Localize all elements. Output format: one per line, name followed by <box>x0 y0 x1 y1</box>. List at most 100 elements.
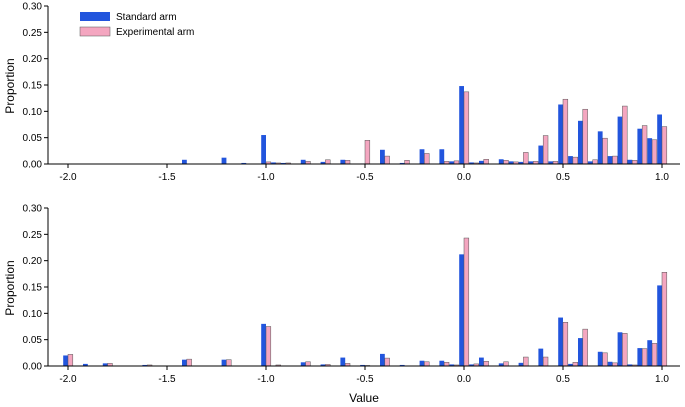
bar-experimental <box>364 140 371 165</box>
bar-experimental <box>226 359 232 367</box>
bar-experimental <box>572 156 578 165</box>
x-axis-title: Value <box>349 391 379 405</box>
bar-standard <box>261 323 266 366</box>
bar-experimental <box>424 153 430 165</box>
bar-experimental <box>463 91 470 165</box>
bar-standard <box>83 363 88 366</box>
legend-swatch-experimental <box>79 26 111 37</box>
bar-experimental <box>641 125 648 165</box>
bar-experimental <box>562 98 569 165</box>
x-tick-label: -1.0 <box>257 172 275 183</box>
bar-standard <box>320 161 326 164</box>
bar-standard <box>380 353 385 366</box>
bar-standard <box>469 364 474 366</box>
bar-experimental <box>592 159 598 165</box>
x-tick-label: -1.5 <box>158 172 176 183</box>
bar-experimental <box>305 361 311 367</box>
bar-standard <box>340 159 346 164</box>
bar-standard <box>360 364 365 366</box>
x-tick-label: -1.5 <box>158 374 176 385</box>
bar-experimental <box>463 237 470 367</box>
bar-standard <box>617 116 623 164</box>
bar-standard <box>548 161 554 164</box>
x-tick-label: 1.0 <box>655 374 669 385</box>
top-y-axis-title: Proportion <box>3 58 17 113</box>
top-bars <box>182 86 668 165</box>
bar-experimental <box>186 358 192 367</box>
bar-experimental <box>384 155 390 165</box>
legend-label-experimental: Experimental arm <box>116 27 194 38</box>
bar-standard <box>597 351 603 366</box>
bar-standard <box>399 364 405 366</box>
bar-standard <box>587 161 593 164</box>
bar-standard <box>380 149 385 164</box>
top-axes <box>44 5 680 168</box>
bar-standard <box>568 156 573 164</box>
top-x-tick-labels: -2.0 -1.5 -1.0 -0.5 0.0 0.5 1.0 <box>59 172 669 183</box>
bar-standard <box>607 156 613 164</box>
bar-standard <box>518 161 524 164</box>
bar-experimental <box>622 105 628 165</box>
x-tick-label: -0.5 <box>356 374 374 385</box>
bar-standard <box>597 131 603 164</box>
x-tick-label: -1.0 <box>257 374 275 385</box>
bar-experimental <box>483 361 489 367</box>
y-tick-label: 0.30 <box>23 2 43 13</box>
bar-standard <box>340 357 346 366</box>
bar-experimental <box>572 362 578 367</box>
y-tick-label: 0.10 <box>23 309 43 320</box>
bar-standard <box>657 114 662 164</box>
legend-swatch-standard <box>80 12 110 21</box>
bar-experimental <box>424 361 430 367</box>
bar-experimental <box>503 361 509 367</box>
bar-standard <box>221 359 227 366</box>
y-tick-label: 0.00 <box>23 362 43 373</box>
bar-experimental <box>542 135 549 165</box>
bar-standard <box>498 363 504 366</box>
y-tick-label: 0.30 <box>23 204 43 215</box>
y-tick-label: 0.25 <box>23 230 43 241</box>
x-tick-label: -0.5 <box>356 172 374 183</box>
bar-standard <box>449 364 455 366</box>
x-tick-label: 0.5 <box>556 172 570 183</box>
legend: Standard arm Experimental arm <box>79 12 194 38</box>
bar-experimental <box>325 159 331 165</box>
y-tick-label: 0.00 <box>23 160 43 171</box>
x-tick-label: 0.0 <box>457 374 471 385</box>
bar-standard <box>568 363 573 366</box>
y-tick-label: 0.05 <box>23 335 43 346</box>
bar-standard <box>241 162 247 164</box>
bar-experimental <box>542 356 549 367</box>
bar-experimental <box>651 343 658 367</box>
bottom-y-axis-title: Proportion <box>3 260 17 315</box>
y-tick-label: 0.25 <box>23 28 43 39</box>
bar-standard <box>182 359 187 366</box>
bar-experimental <box>661 126 668 165</box>
bar-standard <box>419 360 425 366</box>
bar-standard <box>578 120 583 164</box>
bottom-bars <box>63 237 668 367</box>
bar-standard <box>419 149 425 164</box>
bar-standard <box>518 362 524 366</box>
bar-standard <box>617 332 623 366</box>
bar-standard <box>459 254 464 366</box>
bar-standard <box>449 161 455 164</box>
bar-experimental <box>483 159 489 165</box>
bar-experimental <box>582 328 588 367</box>
y-tick-label: 0.20 <box>23 256 43 267</box>
bar-standard <box>142 364 148 366</box>
bar-experimental <box>622 333 628 367</box>
bottom-y-tick-labels: 0.00 0.05 0.10 0.15 0.20 0.25 0.30 <box>23 204 43 373</box>
y-tick-label: 0.05 <box>23 133 43 144</box>
bar-experimental <box>612 155 618 165</box>
bar-standard <box>538 145 544 164</box>
x-tick-label: 0.0 <box>457 172 471 183</box>
bar-standard <box>281 162 286 164</box>
bar-standard <box>637 348 643 366</box>
bar-experimental <box>523 356 529 367</box>
top-panel: 0.00 0.05 0.10 0.15 0.20 0.25 0.30 -2.0 -1.5 -1.… <box>3 2 680 183</box>
bar-experimental <box>632 160 638 165</box>
x-tick-label: 0.5 <box>556 374 570 385</box>
bar-experimental <box>661 272 668 367</box>
